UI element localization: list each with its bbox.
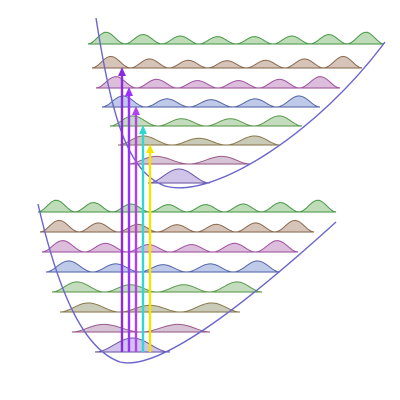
upper-wavefunction-7	[87, 31, 385, 45]
vertical-transitions	[118, 67, 154, 352]
lower-wavefunction-0	[95, 337, 170, 353]
upper-vibrational-level-3	[109, 115, 303, 127]
transition-arrowhead-4	[146, 144, 154, 153]
transition-arrowhead-2	[132, 106, 140, 115]
transition-arrowhead-0	[118, 67, 126, 76]
lower-vibrational-level-1	[71, 323, 211, 333]
lower-wavefunction-7	[37, 199, 337, 213]
upper-vibrational-level-5	[95, 76, 341, 89]
transition-arrow-2	[132, 106, 140, 352]
upper-wavefunction-6	[91, 55, 363, 69]
upper-wavefunction-4	[101, 95, 321, 108]
upper-vibrational-level-6	[91, 55, 363, 69]
upper-vibrational-level-0	[148, 168, 210, 184]
upper-wavefunction-3	[109, 115, 303, 127]
upper-vibrational-level-2	[117, 135, 281, 146]
lower-vibrational-level-6	[39, 219, 315, 233]
lower-wavefunction-6	[39, 219, 315, 233]
lower-wavefunction-1	[71, 323, 211, 333]
lower-vibrational-level-3	[51, 281, 263, 293]
lower-potential-curve	[37, 203, 337, 364]
lower-vibrational-level-0	[95, 337, 170, 353]
upper-wavefunction-2	[117, 135, 281, 146]
transition-arrow-0	[118, 67, 126, 352]
transition-arrowhead-3	[139, 125, 147, 134]
upper-wavefunction-1	[127, 155, 251, 165]
transition-arrow-4	[146, 144, 154, 352]
upper-wavefunction-0	[148, 168, 210, 184]
lower-vibrational-level-7	[37, 199, 337, 213]
upper-electronic-state	[87, 17, 386, 189]
upper-potential-curve	[95, 17, 386, 189]
lower-wavefunction-5	[41, 240, 299, 253]
lower-vibrational-level-4	[45, 260, 281, 273]
upper-vibrational-level-4	[101, 95, 321, 108]
upper-vibrational-level-1	[127, 155, 251, 165]
transition-arrow-3	[139, 125, 147, 352]
upper-vibrational-level-7	[87, 31, 385, 45]
upper-wavefunction-5	[95, 76, 341, 89]
lower-vibrational-level-5	[41, 240, 299, 253]
transition-arrow-1	[125, 87, 133, 352]
lower-wavefunction-4	[45, 260, 281, 273]
lower-wavefunction-3	[51, 281, 263, 293]
lower-electronic-state	[37, 199, 337, 364]
transition-arrowhead-1	[125, 87, 133, 96]
